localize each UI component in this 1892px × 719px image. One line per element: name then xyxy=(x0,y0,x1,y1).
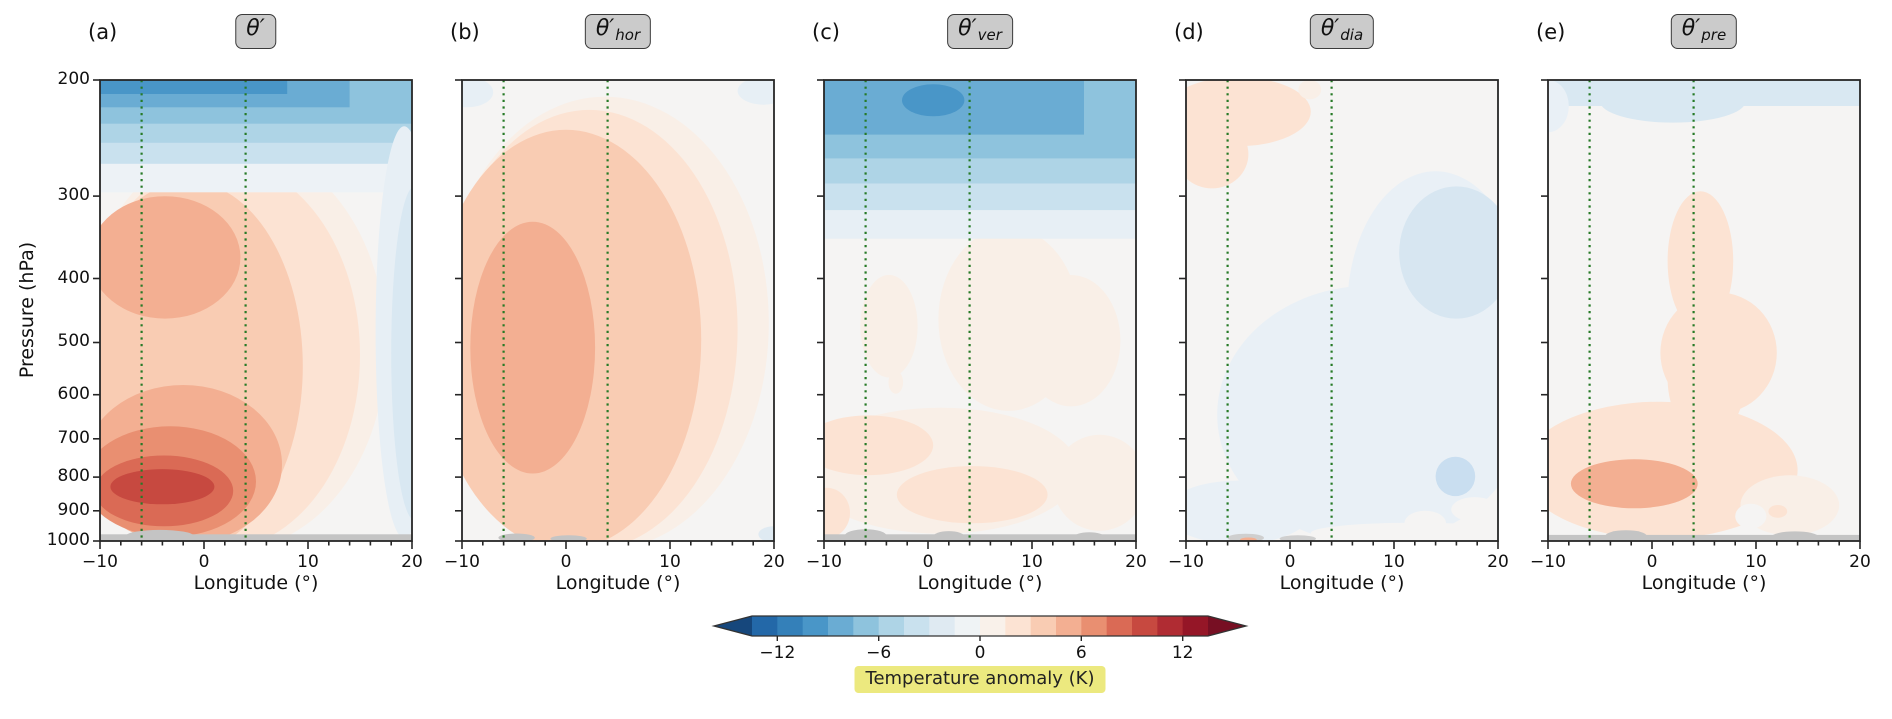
y-tick-label: 400 xyxy=(57,267,90,288)
theta-subscript: pre xyxy=(1701,26,1727,44)
panel-title-d: θ′dia xyxy=(1309,14,1375,49)
y-tick-label: 500 xyxy=(57,331,90,352)
x-tick-label: 0 xyxy=(1646,552,1658,572)
panel-label-c: (c) xyxy=(812,20,840,44)
colorbar-tick-label: −6 xyxy=(866,643,892,663)
colorbar-tick-label: 12 xyxy=(1171,643,1194,663)
x-tick-label: 10 xyxy=(1745,552,1767,572)
colorbar-tick-label: 6 xyxy=(1075,643,1087,663)
panel-title-e: θ′pre xyxy=(1670,14,1738,49)
x-tick-label: 0 xyxy=(922,552,934,572)
panel-label-b: (b) xyxy=(450,20,480,44)
x-tick-label: 10 xyxy=(1383,552,1405,572)
x-axis-label-c: Longitude (°) xyxy=(917,572,1043,594)
x-tick-label: 20 xyxy=(401,552,423,572)
x-tick-label: 0 xyxy=(1284,552,1296,572)
y-tick-label: 900 xyxy=(57,499,90,520)
x-tick-label: 10 xyxy=(297,552,319,572)
x-tick-label: 20 xyxy=(1487,552,1509,572)
x-tick-label: 10 xyxy=(1021,552,1043,572)
colorbar-tick-label: −12 xyxy=(759,643,796,663)
colorbar-tick-label: 0 xyxy=(974,643,986,663)
x-tick-label: 10 xyxy=(659,552,681,572)
x-axis-label-a: Longitude (°) xyxy=(193,572,319,594)
x-tick-label: 0 xyxy=(198,552,210,572)
panel-title-c: θ′ver xyxy=(947,14,1013,49)
theta-symbol: θ′ xyxy=(1681,16,1701,41)
y-tick-label: 200 xyxy=(57,69,90,89)
x-tick-label: 20 xyxy=(1849,552,1871,572)
x-axis-label-e: Longitude (°) xyxy=(1641,572,1767,594)
y-axis-label: Pressure (hPa) xyxy=(16,241,38,379)
y-tick-label: 300 xyxy=(57,185,90,206)
theta-subscript: dia xyxy=(1340,26,1364,44)
theta-symbol: θ′ xyxy=(1320,16,1340,41)
y-tick-label: 800 xyxy=(57,466,90,487)
x-tick-label: −10 xyxy=(1168,552,1204,572)
y-tick-label: 700 xyxy=(57,427,90,448)
x-axis-label-d: Longitude (°) xyxy=(1279,572,1405,594)
x-tick-label: −10 xyxy=(806,552,842,572)
theta-symbol: θ′ xyxy=(595,16,615,41)
panel-title-b: θ′hor xyxy=(584,14,652,49)
panel-label-d: (d) xyxy=(1174,20,1204,44)
panel-label-e: (e) xyxy=(1536,20,1566,44)
panel-title-a: θ′ xyxy=(235,14,277,49)
theta-symbol: θ′ xyxy=(958,16,977,41)
theta-subscript: ver xyxy=(977,26,1002,44)
y-tick-label: 600 xyxy=(57,383,90,404)
x-tick-label: 20 xyxy=(1125,552,1147,572)
theta-subscript: hor xyxy=(615,26,641,44)
colorbar-title: Temperature anomaly (K) xyxy=(854,666,1106,693)
x-axis-label-b: Longitude (°) xyxy=(555,572,681,594)
y-tick-label: 1000 xyxy=(46,530,90,550)
x-tick-label: 20 xyxy=(763,552,785,572)
x-tick-label: −10 xyxy=(444,552,480,572)
x-tick-label: 0 xyxy=(560,552,572,572)
theta-symbol: θ′ xyxy=(246,16,265,41)
x-tick-label: −10 xyxy=(1530,552,1566,572)
x-tick-label: −10 xyxy=(82,552,118,572)
panel-label-a: (a) xyxy=(88,20,118,44)
